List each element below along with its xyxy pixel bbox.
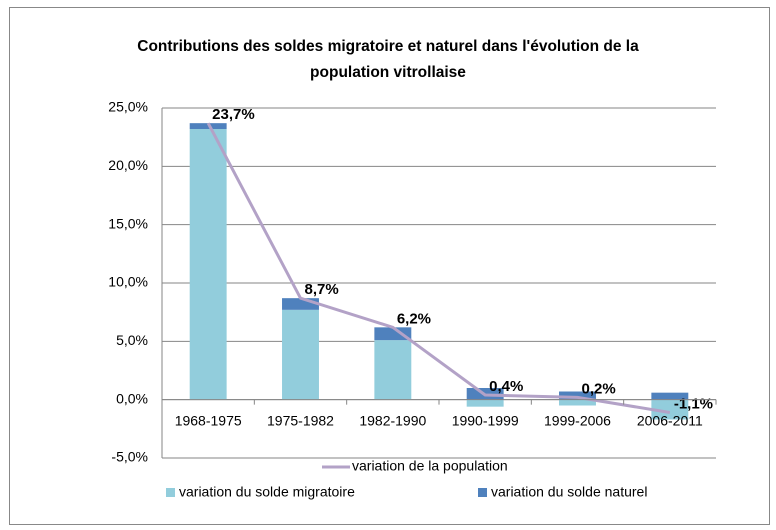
legend-swatch	[166, 488, 175, 497]
legend-label: variation de la population	[352, 458, 508, 474]
y-tick-label: 0,0%	[116, 390, 148, 406]
legend-swatch	[478, 488, 487, 497]
x-tick-label: 1999-2006	[544, 412, 611, 428]
chart-title: Contributions des soldes migratoire et n…	[137, 38, 639, 81]
bar	[651, 392, 689, 400]
bar	[374, 327, 412, 341]
y-tick-label: 20,0%	[108, 157, 148, 173]
data-label: 8,7%	[305, 281, 339, 298]
y-tick-label: 25,0%	[108, 99, 148, 115]
y-tick-label: -5,0%	[111, 449, 148, 465]
y-tick-label: 15,0%	[108, 215, 148, 231]
legend-label: variation du solde naturel	[491, 484, 647, 500]
bar	[559, 399, 596, 406]
legend-label: variation du solde migratoire	[179, 484, 355, 500]
y-tick-label: 5,0%	[116, 332, 148, 348]
bar	[374, 340, 412, 400]
bar	[559, 391, 596, 400]
x-tick-label: 1982-1990	[359, 412, 426, 428]
bar	[282, 298, 319, 310]
data-label: 0,2%	[582, 380, 616, 397]
data-label: 6,2%	[397, 310, 431, 327]
chart-frame	[9, 7, 770, 525]
y-tick-label: 10,0%	[108, 274, 148, 290]
data-label: 0,4%	[489, 378, 523, 395]
x-tick-label: 1990-1999	[452, 412, 519, 428]
bar	[282, 309, 319, 400]
bar	[651, 399, 689, 420]
x-tick-label: 2006-2011	[637, 412, 703, 428]
x-tick-label: 1968-1975	[175, 412, 242, 428]
x-tick-label: 1975-1982	[267, 412, 334, 428]
bar	[189, 129, 227, 400]
data-label: -1,1%	[674, 395, 713, 412]
bar	[466, 399, 504, 407]
data-label: 23,7%	[212, 106, 255, 123]
